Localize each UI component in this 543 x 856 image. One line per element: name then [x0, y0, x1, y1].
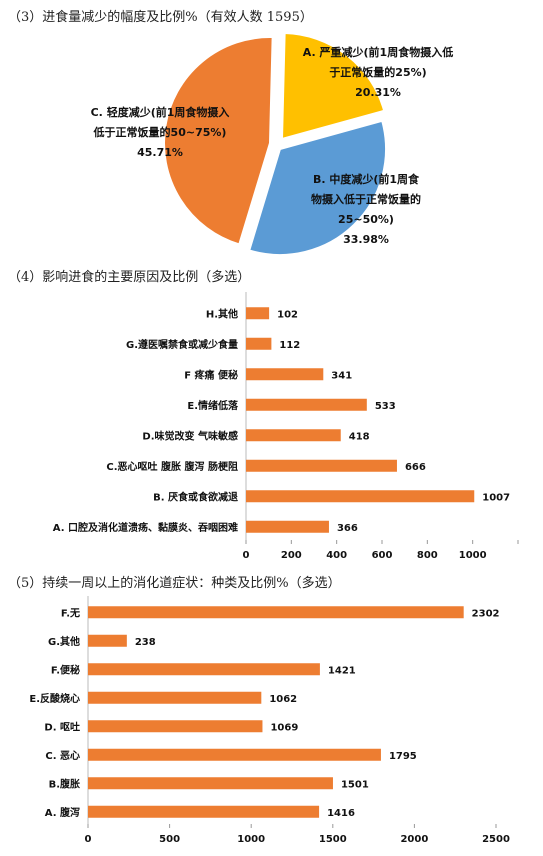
pie-slice-label: C. 轻度减少(前1周食物摄入低于正常饭量的50~75%) 45.71% — [91, 105, 230, 159]
bar — [88, 691, 262, 704]
category-label: G.其他 — [48, 635, 80, 648]
x-tick-label: 500 — [159, 834, 180, 845]
value-label: 366 — [337, 523, 358, 534]
value-label: 666 — [405, 462, 426, 473]
value-label: 1421 — [328, 665, 356, 676]
x-tick-label: 800 — [417, 550, 438, 561]
bar — [246, 459, 397, 472]
value-label: 112 — [279, 340, 300, 351]
value-label: 533 — [375, 401, 396, 412]
value-label: 102 — [277, 309, 298, 320]
category-label: B. 厌食或食欲减退 — [153, 490, 238, 503]
category-label: E.情绪低落 — [187, 399, 239, 412]
value-label: 1501 — [341, 779, 369, 790]
value-label: 238 — [135, 637, 156, 648]
pie-chart-title: （3）进食量减少的幅度及比例%（有效人数 1595） — [8, 10, 313, 25]
x-tick-label: 1500 — [319, 834, 347, 845]
value-label: 1007 — [482, 492, 510, 503]
x-tick-label: 200 — [281, 550, 302, 561]
bar — [88, 805, 320, 818]
category-label: D. 呕吐 — [44, 720, 80, 733]
category-label: A. 口腔及消化道溃疡、黏膜炎、吞咽困难 — [53, 521, 238, 534]
value-label: 1062 — [269, 694, 297, 705]
category-label: D.味觉改变 气味敏感 — [142, 429, 238, 442]
bar — [246, 398, 367, 411]
bar — [88, 777, 333, 790]
bar — [246, 490, 475, 503]
value-label: 1795 — [389, 751, 417, 762]
category-label: A. 腹泻 — [45, 806, 80, 819]
causes-chart-title: （4）影响进食的主要原因及比例（多选） — [8, 270, 251, 285]
symptoms-chart-title: （5）持续一周以上的消化道症状：种类及比例%（多选） — [8, 576, 341, 591]
category-label: H.其他 — [206, 307, 238, 320]
category-label: F.无 — [61, 607, 80, 619]
pie-slice — [163, 36, 274, 246]
bar — [246, 337, 272, 350]
x-tick-label: 600 — [372, 550, 393, 561]
value-label: 341 — [331, 370, 352, 381]
bar — [246, 520, 329, 533]
bar — [246, 368, 324, 381]
value-label: 2302 — [472, 608, 500, 619]
bar — [246, 429, 341, 442]
category-label: G.遵医嘱禁食或减少食量 — [126, 338, 238, 351]
x-tick-label: 2000 — [400, 834, 428, 845]
category-label: F.便秘 — [51, 663, 80, 676]
bar — [88, 748, 381, 761]
x-tick-label: 0 — [85, 834, 92, 845]
category-label: B.腹胀 — [49, 777, 80, 790]
x-tick-label: 1000 — [237, 834, 265, 845]
bar — [88, 606, 464, 619]
bar — [246, 307, 270, 320]
bar — [88, 663, 320, 676]
pie-slice — [280, 32, 386, 141]
value-label: 418 — [349, 431, 370, 442]
x-tick-label: 0 — [243, 550, 250, 561]
category-label: C.恶心呕吐 腹胀 腹泻 肠梗阻 — [106, 460, 238, 473]
causes-bar-chart: H.其他 102 G.遵医嘱禁食或减少食量 112 F 疼痛 便秘 341 E.情绪低落 53… — [53, 292, 519, 561]
bar — [88, 720, 263, 733]
symptoms-bar-chart: F.无 2302 G.其他 238 F.便秘 1421 E.反酸烧心 1062 D. 呕吐 106… — [29, 596, 510, 845]
x-tick-label: 1000 — [459, 550, 487, 561]
bar — [88, 634, 127, 647]
category-label: F 疼痛 便秘 — [184, 368, 238, 381]
value-label: 1416 — [327, 808, 355, 819]
pie-slice-label: B. 中度减少(前1周食物摄入低于正常饭量的 25~50%) 33.98% — [311, 172, 421, 246]
category-label: C. 恶心 — [45, 750, 80, 762]
pie-chart: A. 严重减少(前1周食物摄入低于正常饭量的25%) 20.31% B. 中度减少(… — [91, 32, 453, 256]
pie-slice-label: A. 严重减少(前1周食物摄入低于正常饭量的25%) 20.31% — [303, 45, 453, 99]
pie-slice — [247, 119, 387, 256]
x-tick-label: 400 — [326, 550, 347, 561]
value-label: 1069 — [270, 722, 298, 733]
category-label: E.反酸烧心 — [29, 692, 80, 705]
x-tick-label: 2500 — [482, 834, 510, 845]
